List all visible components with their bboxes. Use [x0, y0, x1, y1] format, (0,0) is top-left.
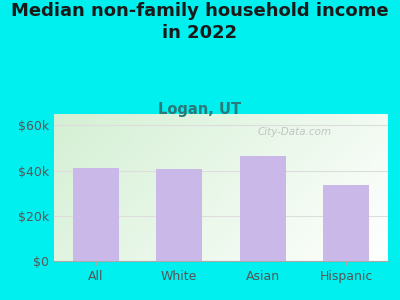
Text: City-Data.com: City-Data.com	[258, 127, 332, 136]
Bar	[73, 168, 119, 261]
Bar	[156, 169, 202, 261]
Text: Logan, UT: Logan, UT	[158, 102, 242, 117]
Bar	[240, 156, 286, 261]
Bar	[323, 185, 369, 261]
Text: Median non-family household income
in 2022: Median non-family household income in 20…	[11, 2, 389, 42]
